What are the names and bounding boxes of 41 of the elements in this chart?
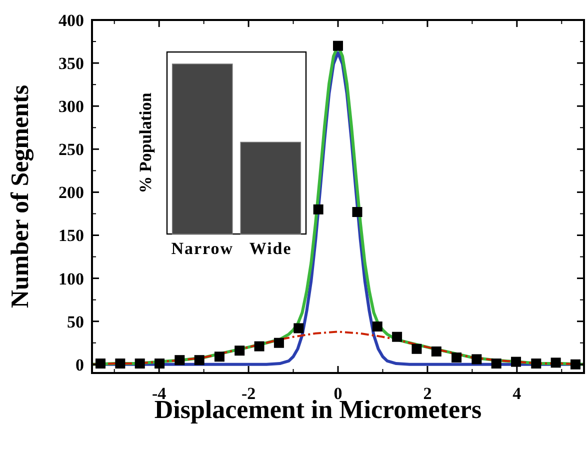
point (174, 355, 185, 366)
x-tick-label: Wide (249, 239, 292, 258)
point (214, 352, 224, 362)
point (531, 358, 542, 369)
point (115, 358, 126, 369)
point (452, 352, 462, 362)
y-axis-title: % Population (136, 92, 155, 194)
point (234, 346, 245, 356)
point (96, 358, 106, 369)
point (472, 354, 482, 364)
point (154, 358, 165, 369)
point (333, 40, 343, 51)
x-tick-label: -2 (241, 384, 256, 403)
point (372, 322, 382, 332)
y-tick-label: 400 (58, 11, 84, 30)
point (194, 355, 204, 366)
y-tick-label: 100 (58, 269, 84, 288)
x-tick-label: 4 (512, 384, 522, 403)
point (491, 358, 502, 369)
y-tick-label: 50 (67, 312, 84, 332)
point (392, 332, 402, 342)
point (313, 204, 324, 214)
x-tick-label: Narrow (171, 239, 234, 258)
x-tick-label: 2 (423, 384, 432, 403)
y-tick-label: 150 (58, 226, 84, 246)
y-tick-label: 0 (76, 355, 84, 374)
point (134, 358, 145, 369)
y-axis-title: Number of Segments (7, 84, 34, 308)
y-tick-label: 200 (58, 183, 84, 202)
point (412, 344, 422, 354)
y-tick-label: 300 (58, 97, 84, 116)
y-tick-label: 250 (58, 140, 84, 160)
point (570, 359, 580, 370)
y-tick-label: 350 (58, 54, 84, 74)
point (254, 341, 264, 352)
point (431, 346, 442, 356)
point (274, 338, 284, 348)
point (511, 356, 522, 367)
point (352, 207, 362, 217)
point (550, 358, 561, 368)
point (294, 323, 304, 334)
